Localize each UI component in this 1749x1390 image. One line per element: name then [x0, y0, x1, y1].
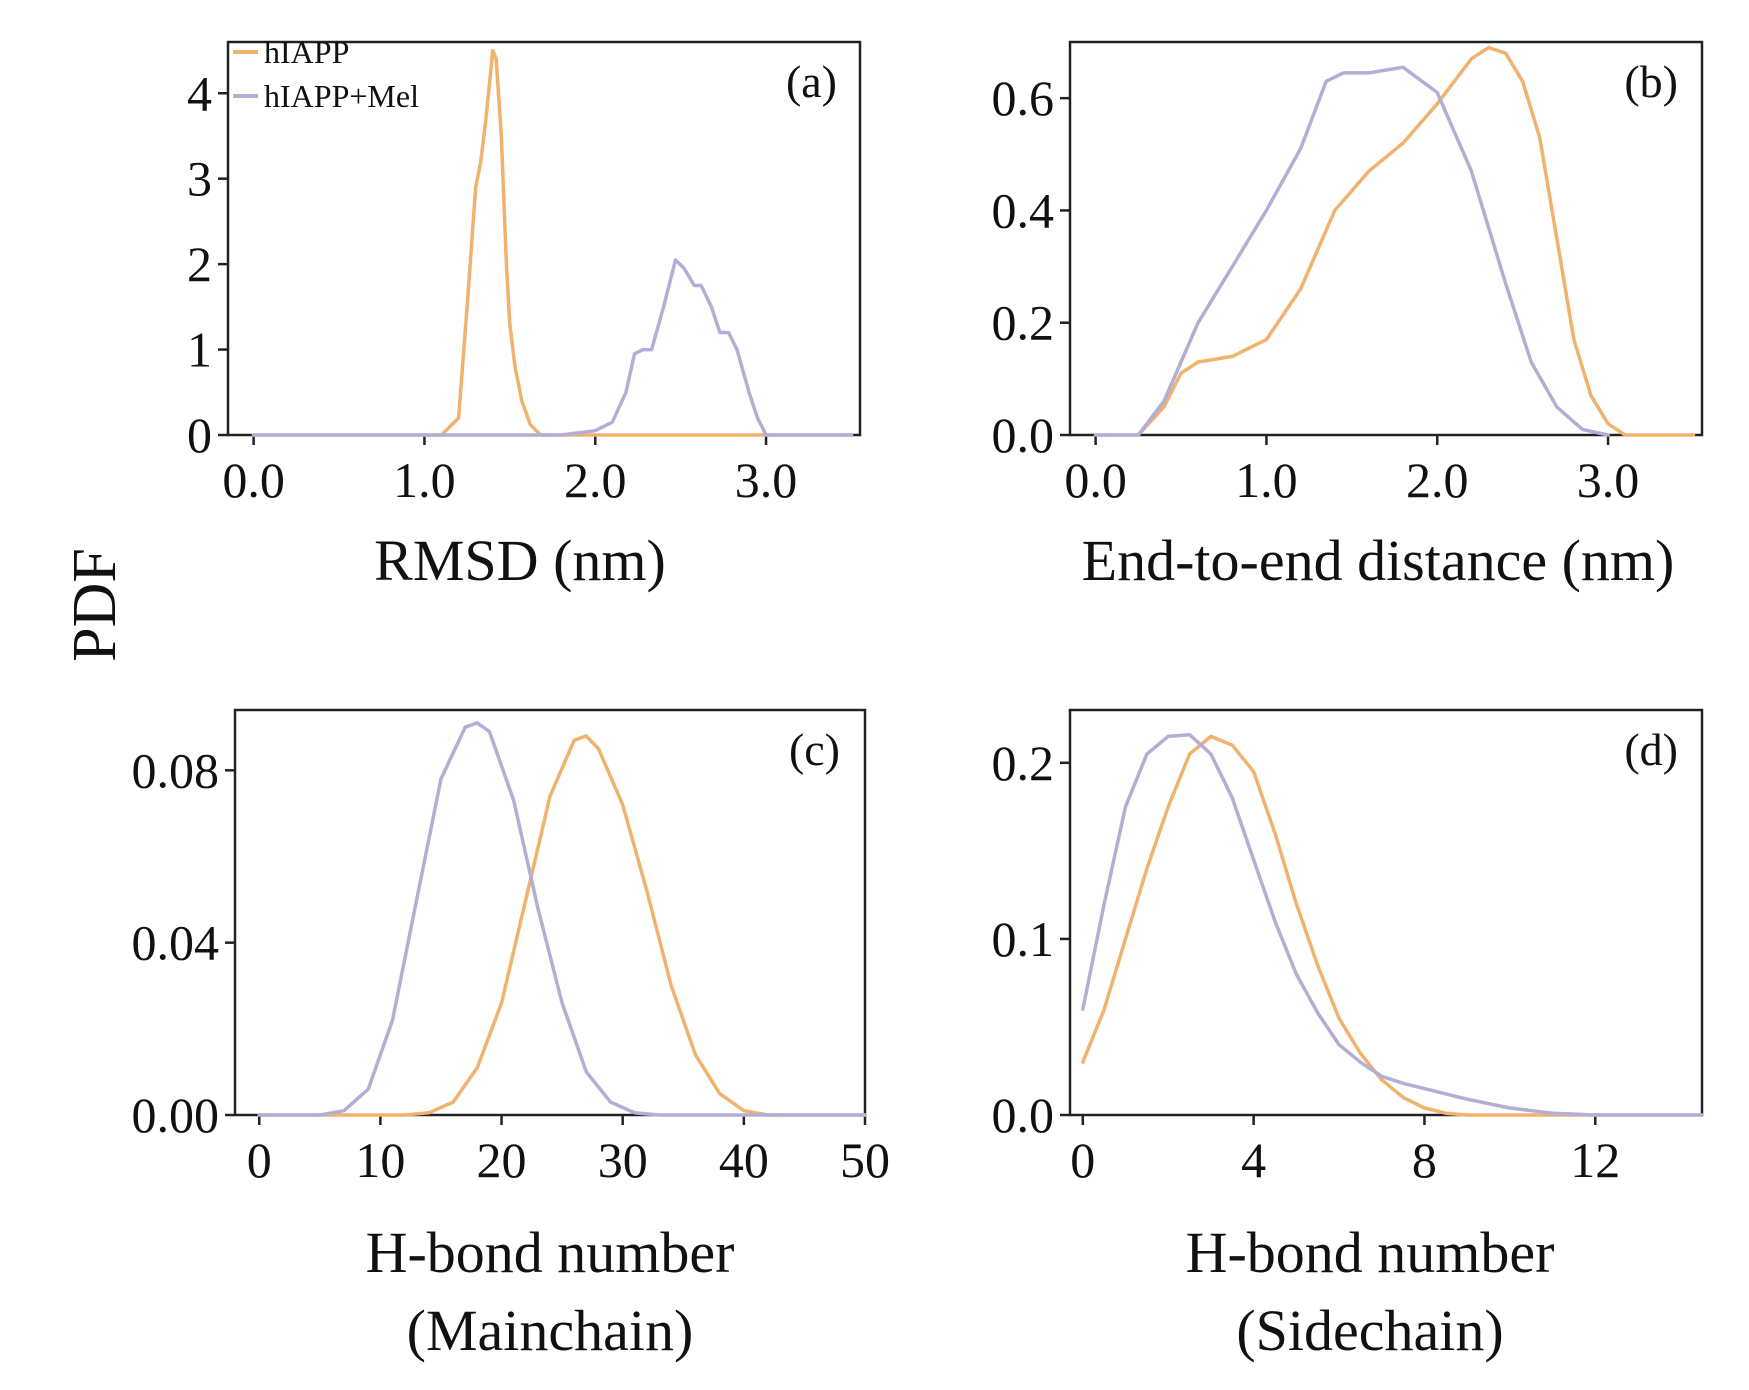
panel-b-yticks: 0.0 0.2 0.4 0.6: [992, 70, 1070, 463]
panel-a-xtick-label: 1.0: [393, 452, 456, 508]
panel-c-xtick-label: 30: [598, 1132, 648, 1188]
panel-c: 0.00 0.04 0.08 0 10 20 30 40 50 (c) H-bond numb…: [132, 708, 890, 1363]
panel-a-line-hiapp: [251, 48, 854, 437]
panel-b-xtick-label: 1.0: [1235, 452, 1298, 508]
panel-a-tag: (a): [786, 56, 837, 107]
panel-d-ytick-label: 0.0: [992, 1087, 1055, 1143]
panel-c-xtick-label: 20: [477, 1132, 527, 1188]
panel-c-ytick-label: 0.00: [132, 1087, 220, 1143]
panel-c-yticks: 0.00 0.04 0.08: [132, 742, 235, 1143]
panel-a-ytick-label: 4: [187, 65, 212, 121]
panel-b-xtick-label: 0.0: [1064, 452, 1127, 508]
panel-b-xticks: 0.0 1.0 2.0 3.0: [1064, 435, 1639, 508]
panel-a-legend: hIAPP hIAPP+Mel: [233, 34, 419, 114]
panel-b-xtick-label: 3.0: [1577, 452, 1640, 508]
panel-d-tag: (d): [1624, 724, 1678, 775]
panel-b-series: [1093, 45, 1696, 437]
panel-a-ytick-label: 0: [187, 407, 212, 463]
panel-c-xtick-label: 50: [840, 1132, 890, 1188]
panel-d-series: [1081, 732, 1704, 1117]
panel-b-tag: (b): [1624, 56, 1678, 107]
panel-a-ytick-label: 3: [187, 151, 212, 207]
panel-c-line-hiapp: [257, 734, 867, 1117]
panel-c-ytick-label: 0.04: [132, 915, 220, 971]
panel-d-ytick-label: 0.1: [992, 911, 1055, 967]
panel-b-xlabel: End-to-end distance (nm): [1082, 528, 1675, 593]
panel-b-frame: [1068, 40, 1704, 437]
panel-d-xtick-label: 12: [1570, 1132, 1620, 1188]
panel-c-xticks: 0 10 20 30 40 50: [247, 1115, 890, 1188]
panel-a-xtick-label: 3.0: [735, 452, 798, 508]
panel-a: 0 1 2 3 4 0.0 1.0 2.0 3.0 (a) RMSD (nm) hIAPP h…: [187, 34, 862, 593]
panel-a-xlabel: RMSD (nm): [374, 528, 666, 593]
panel-d-xlabel-line1: H-bond number: [1186, 1220, 1555, 1285]
legend-label-hiapp: hIAPP: [264, 34, 349, 70]
panel-b-line-hiapp: [1093, 45, 1696, 437]
panel-d-xtick-label: 8: [1412, 1132, 1437, 1188]
panel-b-ytick-label: 0.0: [992, 407, 1055, 463]
panel-d: 0.0 0.1 0.2 0 4 8 12 (d) H-bond number (Sidec…: [992, 708, 1704, 1363]
panel-d-yticks: 0.0 0.1 0.2: [992, 735, 1070, 1143]
panel-c-xtick-label: 0: [247, 1132, 272, 1188]
panel-a-ytick-label: 1: [187, 322, 212, 378]
panel-a-xtick-label: 0.0: [222, 452, 285, 508]
shared-ylabel: PDF: [61, 548, 129, 662]
panel-a-xtick-label: 2.0: [564, 452, 627, 508]
panel-c-tag: (c): [789, 724, 840, 775]
panel-d-ytick-label: 0.2: [992, 735, 1055, 791]
panel-b: 0.0 0.2 0.4 0.6 0.0 1.0 2.0 3.0 (b) End-to-end…: [992, 40, 1704, 593]
panel-c-xtick-label: 40: [719, 1132, 769, 1188]
panel-a-series: [251, 48, 854, 437]
panel-d-line-hiapp: [1081, 734, 1704, 1117]
panel-d-xtick-label: 4: [1241, 1132, 1266, 1188]
panel-c-xlabel-line2: (Mainchain): [407, 1298, 694, 1363]
panel-d-xticks: 0 4 8 12: [1070, 1115, 1620, 1188]
panel-a-xticks: 0.0 1.0 2.0 3.0: [222, 435, 797, 508]
panel-d-xlabel-line2: (Sidechain): [1236, 1298, 1503, 1363]
panel-b-xtick-label: 2.0: [1406, 452, 1469, 508]
panel-a-ytick-label: 2: [187, 236, 212, 292]
panel-b-ytick-label: 0.6: [992, 70, 1055, 126]
panel-d-line-hiapp-mel: [1081, 732, 1704, 1117]
panel-b-ytick-label: 0.2: [992, 295, 1055, 351]
panel-d-frame: [1068, 708, 1704, 1117]
panel-b-line-hiapp-mel: [1093, 65, 1610, 437]
panel-c-xtick-label: 10: [355, 1132, 405, 1188]
panel-c-line-hiapp-mel: [257, 721, 867, 1117]
panel-a-line-hiapp-mel: [251, 258, 854, 437]
panel-c-frame: [233, 708, 867, 1117]
panel-b-ytick-label: 0.4: [992, 182, 1055, 238]
legend-label-hiapp-mel: hIAPP+Mel: [264, 78, 419, 114]
panel-c-series: [257, 721, 867, 1117]
panel-a-yticks: 0 1 2 3 4: [187, 65, 228, 463]
panel-c-xlabel-line1: H-bond number: [366, 1220, 735, 1285]
panel-d-xtick-label: 0: [1070, 1132, 1095, 1188]
panel-c-ytick-label: 0.08: [132, 742, 220, 798]
